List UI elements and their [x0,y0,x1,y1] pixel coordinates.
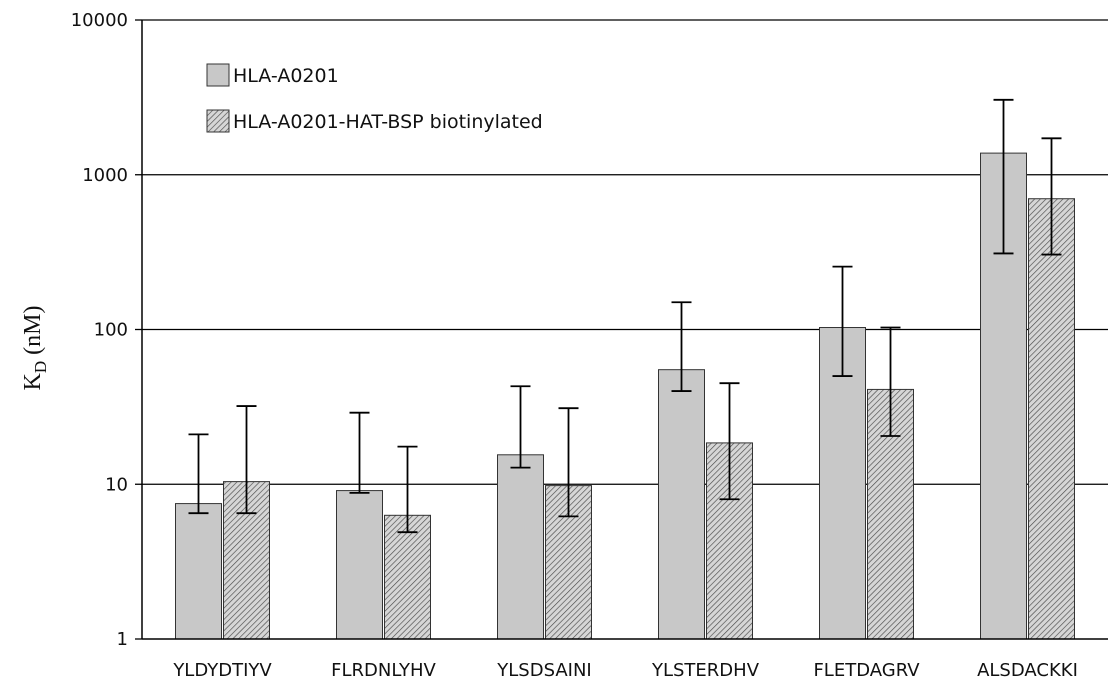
y-axis-label-unit: (nM) [20,306,46,361]
error-bar-series-0-fletdagrv [832,265,853,377]
error-bar-series-1-flrdnlyhv [397,445,418,534]
error-bar-series-0-ylsterdhv [671,301,692,392]
bar-series-0-ylsterdhv [658,369,705,640]
y-axis-label-main: K [20,372,46,390]
x-tick-label: YLSDSAINI [496,660,591,681]
legend-label-series-0: HLA-A0201 [233,65,339,87]
y-tick-labels: 1 10 100 1000 10000 [71,10,128,650]
error-bar-series-0-yldydtiyv [188,433,209,515]
error-bar-series-1-ylsterdhv [719,382,740,501]
gridlines [135,19,1108,640]
legend: HLA-A0201 HLA-A0201-HAT-BSP biotinylated [206,63,543,133]
x-tick-label: FLRDNLYHV [331,660,436,681]
error-bar-series-1-fletdagrv [880,326,901,437]
y-tick-label: 1 [117,629,128,650]
bar-series-1-alsdackki [1028,198,1075,640]
y-tick-label: 10000 [71,10,128,31]
legend-swatch-series-0 [206,63,230,87]
error-bar-series-1-alsdackki [1041,137,1062,256]
legend-label-series-1: HLA-A0201-HAT-BSP biotinylated [233,111,543,133]
bar-series-0-ylsdsaini [497,454,544,640]
bar-series-0-yldydtiyv [175,503,222,640]
legend-swatch-series-1 [206,109,230,133]
bar-series-0-flrdnlyhv [336,490,383,640]
legend-entry-series-0: HLA-A0201 [206,63,339,87]
y-tick-label: 10 [105,474,128,495]
error-bars [188,98,1062,534]
y-tick-label: 1000 [82,165,128,186]
error-bar-series-0-ylsdsaini [510,385,531,469]
bars [175,152,1075,640]
bar-series-1-flrdnlyhv [384,514,431,640]
x-tick-label: YLSTERDHV [651,660,760,681]
y-axis-label: KD (nM) [20,306,50,391]
axes [141,20,1108,640]
x-tick-label: ALSDACKKI [977,660,1078,681]
y-axis-label-sub: D [31,361,50,373]
error-bar-series-0-flrdnlyhv [349,411,370,494]
legend-entry-series-1: HLA-A0201-HAT-BSP biotinylated [206,109,543,133]
x-tick-label: FLETDAGRV [813,660,920,681]
error-bar-series-1-ylsdsaini [558,407,579,518]
x-tick-labels: YLDYDTIYV FLRDNLYHV YLSDSAINI YLSTERDHV FLET… [172,660,1078,681]
error-bar-series-0-alsdackki [993,98,1014,255]
x-tick-label: YLDYDTIYV [172,660,272,681]
y-tick-label: 100 [94,320,128,341]
error-bar-series-1-yldydtiyv [236,405,257,515]
